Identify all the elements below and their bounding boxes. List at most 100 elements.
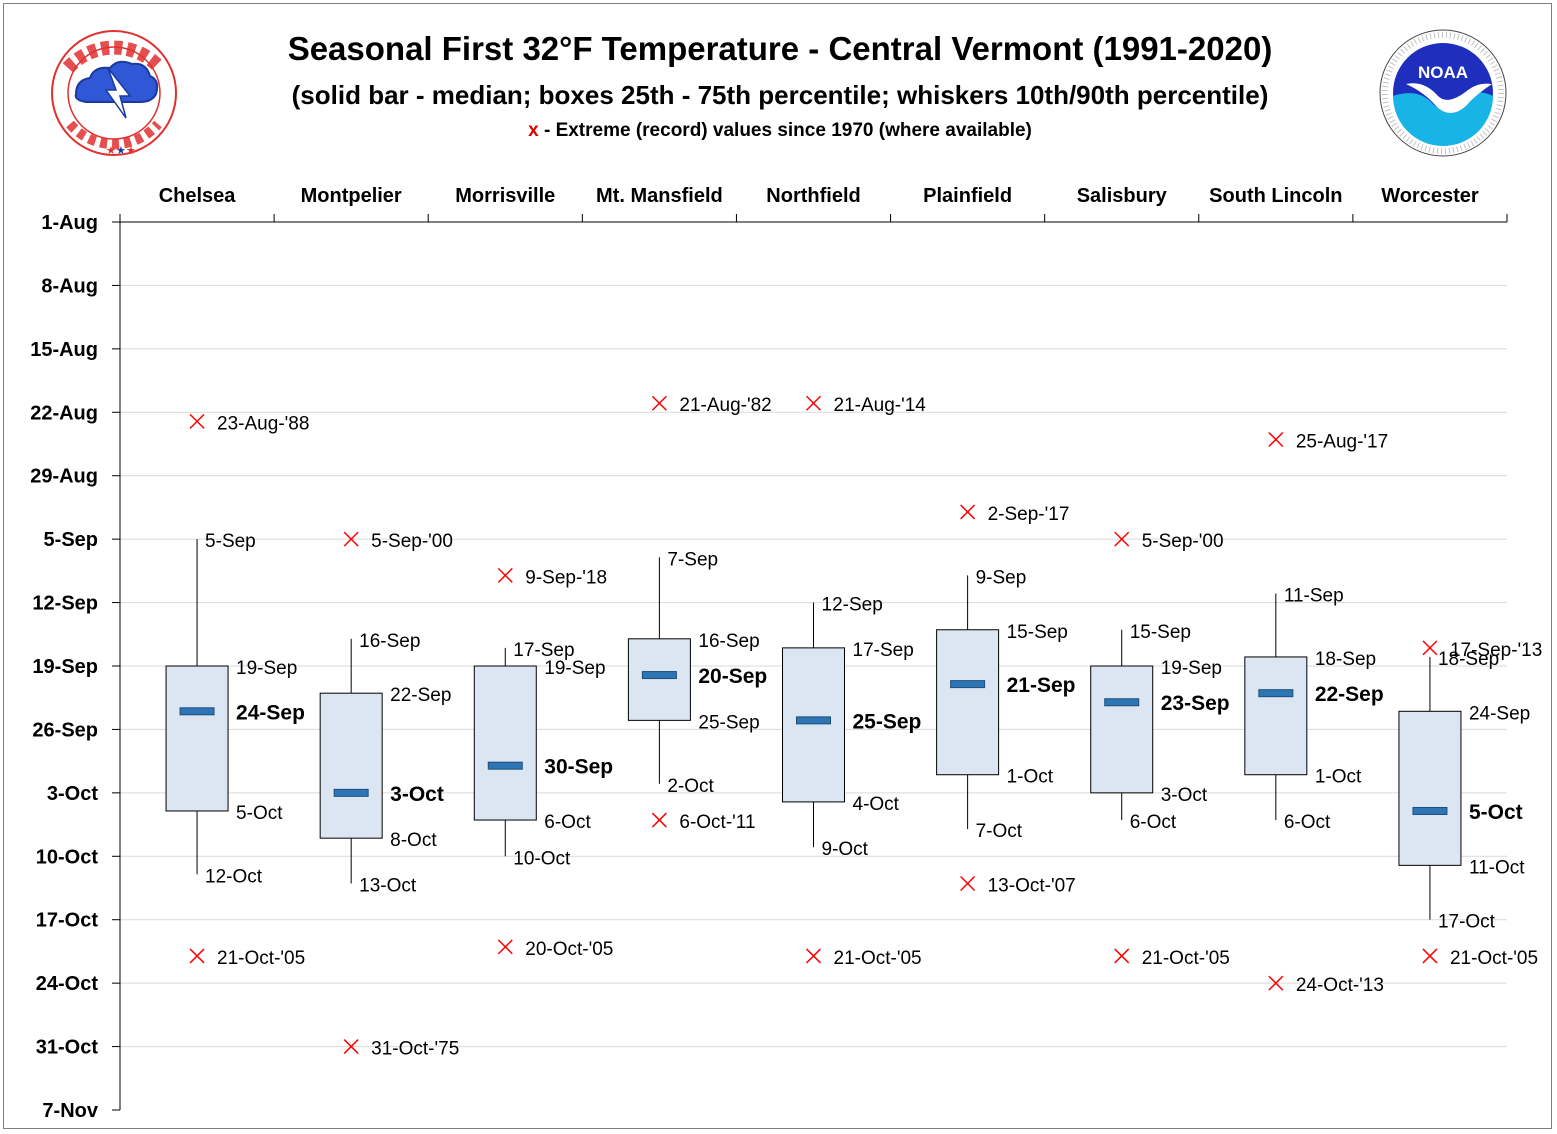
iqr-box bbox=[782, 647, 845, 803]
x-category-label: Salisbury bbox=[1077, 185, 1168, 207]
latest-record-marker bbox=[497, 939, 513, 955]
y-tick-label: 22-Aug bbox=[30, 402, 98, 424]
p75-label: 3-Oct bbox=[1161, 785, 1208, 806]
p90-label: 6-Oct bbox=[1284, 812, 1331, 833]
earliest-record-label: 2-Sep-'17 bbox=[988, 504, 1070, 525]
y-tick-label: 8-Aug bbox=[41, 275, 98, 297]
p75-label: 6-Oct bbox=[544, 812, 591, 833]
p10-label: 9-Sep bbox=[976, 567, 1027, 588]
y-tick-label: 19-Sep bbox=[32, 656, 98, 678]
p25-label: 22-Sep bbox=[390, 685, 451, 706]
svg-text:★: ★ bbox=[106, 145, 116, 157]
latest-record-label: 24-Oct-'13 bbox=[1296, 975, 1384, 996]
median-bar bbox=[641, 671, 677, 680]
earliest-record-marker bbox=[189, 413, 205, 429]
p10-label: 16-Sep bbox=[359, 631, 420, 652]
iqr-box bbox=[627, 638, 691, 721]
latest-record-label: 21-Oct-'05 bbox=[1450, 948, 1538, 969]
x-stroke bbox=[651, 395, 667, 411]
p75-label: 8-Oct bbox=[390, 830, 437, 851]
earliest-record-label: 25-Aug-'17 bbox=[1296, 431, 1388, 452]
iqr-box bbox=[1244, 656, 1308, 776]
y-tick-label: 12-Sep bbox=[32, 593, 98, 615]
extreme-marker-legend: x bbox=[528, 120, 539, 141]
p25-label: 24-Sep bbox=[1469, 703, 1530, 724]
earliest-record-label: 21-Aug-'82 bbox=[679, 395, 771, 416]
median-bar bbox=[1412, 806, 1448, 815]
y-tick-label: 5-Sep bbox=[44, 529, 98, 551]
x-category-label: Northfield bbox=[766, 185, 860, 207]
x-stroke bbox=[497, 567, 513, 583]
p10-label: 17-Sep bbox=[513, 640, 574, 661]
p90-label: 12-Oct bbox=[205, 866, 263, 887]
earliest-record-marker bbox=[1114, 531, 1130, 547]
earliest-record-marker bbox=[960, 504, 976, 520]
p75-label: 4-Oct bbox=[853, 794, 900, 815]
x-stroke bbox=[343, 531, 359, 547]
p90-label: 6-Oct bbox=[1130, 812, 1177, 833]
latest-record-label: 21-Oct-'05 bbox=[834, 948, 922, 969]
y-tick-label: 31-Oct bbox=[36, 1037, 99, 1059]
p75-label: 1-Oct bbox=[1007, 767, 1054, 788]
p25-label: 18-Sep bbox=[1315, 649, 1376, 670]
median-bar bbox=[950, 680, 986, 689]
x-stroke bbox=[1422, 640, 1438, 656]
median-label: 24-Sep bbox=[236, 701, 305, 724]
p25-label: 16-Sep bbox=[698, 631, 759, 652]
chart-subtitle: (solid bar - median; boxes 25th - 75th p… bbox=[291, 80, 1269, 110]
median-bar bbox=[487, 761, 523, 770]
p90-label: 13-Oct bbox=[359, 875, 417, 896]
y-tick-label: 17-Oct bbox=[36, 910, 99, 932]
iqr-box bbox=[165, 665, 229, 812]
x-stroke bbox=[1268, 975, 1284, 991]
median-bar bbox=[179, 707, 215, 716]
earliest-record-label: 5-Sep-'00 bbox=[371, 531, 453, 552]
median-label: 22-Sep bbox=[1315, 683, 1384, 706]
chart-title: Seasonal First 32°F Temperature - Centra… bbox=[287, 30, 1273, 67]
earliest-record-marker bbox=[805, 395, 822, 411]
x-category-label: South Lincoln bbox=[1209, 185, 1342, 207]
p10-label: 18-Sep bbox=[1438, 649, 1499, 670]
y-tick-label: 10-Oct bbox=[36, 846, 99, 868]
x-stroke bbox=[960, 504, 976, 520]
earliest-record-label: 21-Aug-'14 bbox=[834, 395, 927, 416]
latest-record-marker bbox=[1114, 948, 1130, 964]
svg-text:★: ★ bbox=[116, 145, 126, 157]
x-stroke bbox=[189, 413, 205, 429]
noaa-logo: NOAA bbox=[1379, 29, 1507, 157]
x-category-label: Plainfield bbox=[923, 185, 1012, 207]
x-stroke bbox=[1114, 948, 1130, 964]
y-tick-label: 15-Aug bbox=[30, 339, 98, 361]
x-stroke bbox=[805, 395, 822, 411]
p75-label: 25-Sep bbox=[698, 712, 759, 733]
latest-record-marker bbox=[343, 1039, 359, 1055]
p25-label: 17-Sep bbox=[853, 640, 914, 661]
latest-record-label: 21-Oct-'05 bbox=[217, 948, 305, 969]
latest-record-marker bbox=[805, 948, 822, 964]
earliest-record-label: 9-Sep-'18 bbox=[525, 567, 607, 588]
latest-record-marker bbox=[960, 875, 976, 891]
p10-label: 15-Sep bbox=[1130, 622, 1191, 643]
latest-record-label: 13-Oct-'07 bbox=[988, 875, 1076, 896]
median-label: 21-Sep bbox=[1007, 674, 1076, 697]
median-label: 20-Sep bbox=[698, 665, 767, 688]
p90-label: 17-Oct bbox=[1438, 912, 1496, 933]
latest-record-label: 31-Oct-'75 bbox=[371, 1039, 459, 1060]
p90-label: 7-Oct bbox=[976, 821, 1023, 842]
svg-text:NOAA: NOAA bbox=[1418, 63, 1468, 82]
x-stroke bbox=[1422, 948, 1438, 964]
x-stroke bbox=[497, 939, 513, 955]
p10-label: 5-Sep bbox=[205, 531, 256, 552]
y-tick-label: 26-Sep bbox=[32, 719, 98, 741]
median-bar bbox=[333, 788, 369, 797]
median-label: 5-Oct bbox=[1469, 801, 1523, 824]
x-category-label: Morrisville bbox=[455, 185, 555, 207]
iqr-box bbox=[1398, 710, 1462, 866]
p90-label: 10-Oct bbox=[513, 848, 571, 869]
latest-record-label: 21-Oct-'05 bbox=[1142, 948, 1230, 969]
earliest-record-label: 23-Aug-'88 bbox=[217, 413, 309, 434]
earliest-record-marker bbox=[497, 567, 513, 583]
p25-label: 19-Sep bbox=[1161, 658, 1222, 679]
latest-record-marker bbox=[651, 812, 667, 828]
